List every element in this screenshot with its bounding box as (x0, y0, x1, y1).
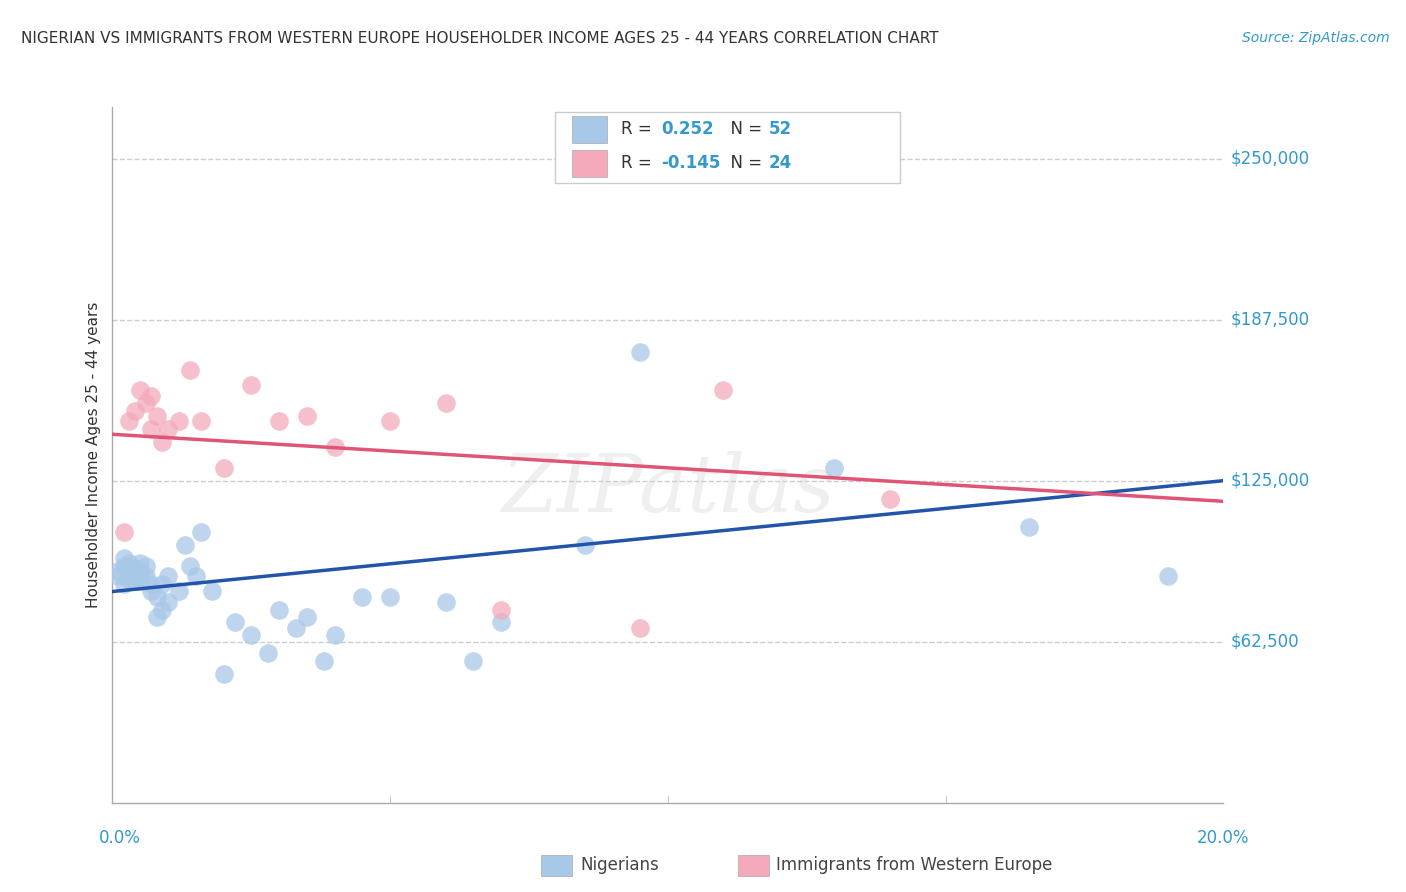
Point (112, 551, 135, 566)
Point (112, 576, 135, 591)
Point (124, 574, 146, 589)
Point (240, 378, 263, 392)
Text: R =: R = (621, 154, 658, 172)
Text: R =: R = (621, 120, 658, 138)
Point (129, 566, 152, 581)
Point (295, 409, 318, 424)
Text: N =: N = (720, 154, 768, 172)
Point (141, 422, 163, 436)
Point (107, 569, 129, 583)
Point (112, 558, 135, 573)
Point (129, 556, 152, 570)
Point (141, 576, 163, 591)
Point (224, 615, 246, 630)
Point (284, 621, 307, 635)
Point (295, 610, 318, 624)
Point (118, 572, 141, 586)
Text: Nigerians: Nigerians (581, 856, 659, 874)
Point (380, 590, 402, 604)
Point (628, 344, 651, 359)
Point (240, 628, 263, 642)
Point (491, 602, 513, 616)
Point (434, 595, 457, 609)
Text: $250,000: $250,000 (1230, 150, 1309, 168)
Text: $187,500: $187,500 (1230, 310, 1309, 328)
Point (267, 414, 291, 428)
Point (146, 409, 169, 424)
Point (157, 595, 180, 609)
Point (135, 569, 157, 583)
Point (463, 654, 485, 668)
Point (118, 556, 141, 570)
Point (1018, 520, 1040, 534)
Point (879, 491, 901, 506)
Point (434, 396, 457, 410)
Text: $125,000: $125,000 (1230, 472, 1309, 490)
Point (107, 564, 129, 578)
Text: 52: 52 (769, 120, 792, 138)
Point (118, 414, 141, 428)
Text: 20.0%: 20.0% (1197, 829, 1250, 847)
Point (129, 384, 152, 398)
Point (124, 404, 146, 418)
Point (312, 654, 335, 668)
Point (212, 667, 235, 681)
Text: Immigrants from Western Europe: Immigrants from Western Europe (776, 856, 1053, 874)
Text: -0.145: -0.145 (661, 154, 720, 172)
Point (491, 615, 513, 630)
Text: $62,500: $62,500 (1230, 632, 1299, 651)
Point (146, 610, 169, 624)
Point (173, 538, 195, 552)
Point (118, 564, 141, 578)
Point (167, 414, 190, 428)
Point (323, 628, 346, 642)
Point (152, 602, 174, 616)
Point (190, 525, 212, 540)
Point (323, 440, 346, 454)
Point (141, 389, 163, 403)
Point (146, 590, 169, 604)
Point (129, 574, 152, 589)
Text: NIGERIAN VS IMMIGRANTS FROM WESTERN EUROPE HOUSEHOLDER INCOME AGES 25 - 44 YEARS: NIGERIAN VS IMMIGRANTS FROM WESTERN EURO… (21, 31, 939, 46)
Text: 24: 24 (769, 154, 793, 172)
Point (824, 460, 846, 475)
Text: Source: ZipAtlas.com: Source: ZipAtlas.com (1241, 31, 1389, 45)
Point (184, 569, 207, 583)
Point (1156, 569, 1178, 583)
Point (135, 396, 157, 410)
Point (574, 538, 596, 552)
Point (190, 414, 212, 428)
Point (129, 564, 152, 578)
Point (179, 558, 201, 573)
Text: N =: N = (720, 120, 768, 138)
Text: 0.0%: 0.0% (98, 829, 141, 847)
Point (135, 558, 157, 573)
Point (628, 621, 651, 635)
Point (380, 414, 402, 428)
Point (157, 569, 180, 583)
Text: ZIPatlas: ZIPatlas (501, 451, 835, 528)
Point (267, 602, 291, 616)
Point (124, 561, 146, 575)
Point (212, 460, 235, 475)
Point (118, 569, 141, 583)
Point (257, 646, 280, 660)
Point (713, 384, 735, 398)
Point (152, 435, 174, 450)
Y-axis label: Householder Income Ages 25 - 44 years: Householder Income Ages 25 - 44 years (86, 301, 101, 608)
Point (167, 584, 190, 599)
Point (201, 584, 224, 599)
Point (179, 363, 201, 377)
Point (152, 576, 174, 591)
Point (129, 572, 152, 586)
Point (124, 569, 146, 583)
Point (112, 525, 135, 540)
Point (141, 584, 163, 599)
Point (157, 422, 180, 436)
Text: 0.252: 0.252 (661, 120, 713, 138)
Point (352, 590, 374, 604)
